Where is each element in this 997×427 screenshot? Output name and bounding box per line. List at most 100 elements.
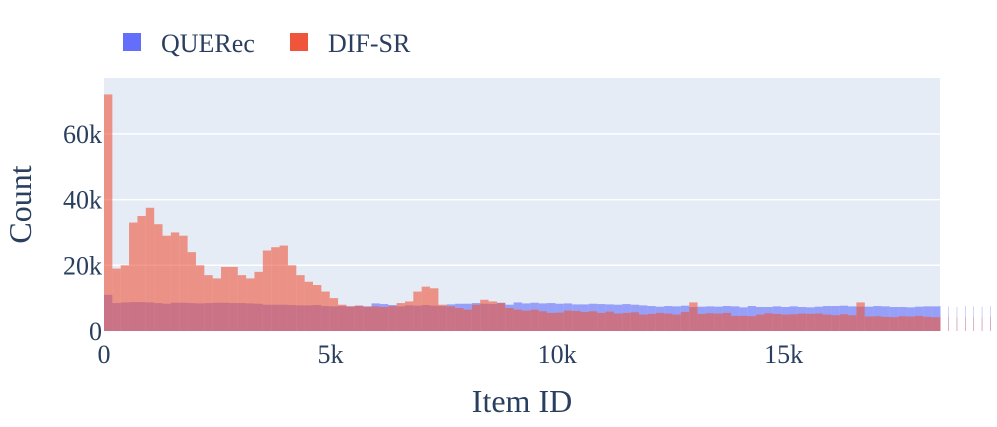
- histogram-bar: [513, 309, 522, 331]
- histogram-bar: [889, 317, 899, 331]
- histogram-bar: [204, 275, 213, 331]
- histogram-bar: [212, 278, 222, 331]
- histogram-bar: [145, 207, 155, 331]
- histogram-bar: [321, 291, 330, 331]
- histogram-bar: [923, 316, 932, 331]
- histogram-bar: [981, 317, 983, 331]
- histogram-bar: [881, 316, 890, 331]
- histogram-bar: [488, 301, 497, 331]
- histogram-bar: [630, 312, 640, 331]
- histogram-bar: [914, 315, 924, 331]
- histogram-bar: [588, 311, 598, 331]
- x-tick-label: 15k: [764, 340, 803, 369]
- histogram-bar: [438, 304, 447, 331]
- histogram-bar: [756, 314, 765, 331]
- histogram-bar: [463, 309, 472, 331]
- histogram-bar: [430, 288, 439, 331]
- histogram-bar: [563, 310, 573, 331]
- histogram-bar: [371, 306, 380, 331]
- histogram-bar: [221, 266, 230, 331]
- histogram-bar: [597, 312, 606, 331]
- histogram-bar: [120, 265, 130, 331]
- histogram-bar: [940, 316, 941, 331]
- histogram-bar: [848, 315, 857, 331]
- histogram-bar: [346, 306, 355, 331]
- histogram-bar: [287, 265, 297, 331]
- histogram-bar: [329, 298, 339, 331]
- histogram-bar: [680, 311, 690, 331]
- histogram-bar: [179, 235, 188, 331]
- histogram-bar: [396, 303, 405, 331]
- histogram-bar: [797, 313, 807, 331]
- y-tick-label: 0: [89, 317, 102, 346]
- histogram-bar: [948, 316, 949, 331]
- histogram-bar: [104, 94, 113, 331]
- histogram-bar: [864, 316, 874, 331]
- histogram-bar: [162, 235, 171, 331]
- histogram-bar: [137, 216, 146, 331]
- histogram-bar: [480, 299, 489, 331]
- histogram-bar: [605, 311, 614, 331]
- histogram-bar: [931, 317, 940, 331]
- histogram-bar: [471, 304, 481, 331]
- histogram-bar: [530, 309, 539, 331]
- histogram-bar: [898, 316, 907, 331]
- histogram-bar: [338, 304, 347, 331]
- y-tick-label: 60k: [63, 120, 102, 149]
- histogram-bar: [806, 313, 815, 331]
- histogram-bar: [112, 268, 121, 331]
- histogram-bar: [639, 314, 648, 331]
- legend-label: DIF-SR: [328, 29, 411, 58]
- y-tick-label: 40k: [63, 186, 102, 215]
- histogram-bar: [555, 312, 564, 331]
- legend-item[interactable]: DIF-SR: [290, 29, 411, 58]
- y-axis-title: Count: [2, 165, 38, 243]
- histogram-bar: [906, 316, 915, 331]
- histogram-bar: [547, 312, 556, 331]
- histogram-bar: [446, 306, 456, 331]
- histogram-bar: [522, 310, 531, 331]
- histogram-bar: [873, 316, 882, 331]
- histogram-bar: [154, 224, 163, 331]
- histogram-bar: [237, 275, 247, 331]
- histogram-bar: [363, 306, 372, 331]
- histogram-bar: [572, 310, 581, 331]
- histogram-bar: [714, 313, 723, 331]
- histogram-bar: [672, 314, 681, 331]
- histogram-bar: [647, 313, 656, 331]
- histogram-bar: [772, 313, 782, 331]
- legend-swatch: [290, 33, 308, 51]
- histogram-bar: [839, 314, 849, 331]
- y-gridlines: [104, 133, 940, 267]
- x-axis-title: Item ID: [472, 383, 572, 419]
- histogram-bar: [731, 315, 740, 331]
- histogram-bar: [279, 245, 288, 331]
- histogram-bar: [413, 291, 422, 331]
- legend-swatch: [123, 33, 141, 51]
- legend[interactable]: QUERec DIF-SR: [123, 29, 411, 58]
- histogram-bar: [170, 232, 180, 331]
- histogram-bar: [990, 316, 991, 331]
- histogram-bar: [388, 306, 397, 331]
- histogram-bar: [455, 308, 464, 331]
- histogram-bar: [764, 313, 773, 331]
- legend-item[interactable]: QUERec: [123, 29, 255, 58]
- histogram-bars: [104, 94, 991, 331]
- histogram-bar: [129, 222, 138, 331]
- histogram-bar: [664, 313, 673, 331]
- histogram-bar: [689, 302, 698, 331]
- histogram-bar: [296, 275, 305, 331]
- x-axis-ticks: 0 5k 10k 15k: [98, 340, 804, 369]
- histogram-bar: [973, 316, 974, 331]
- histogram-bar: [421, 286, 431, 331]
- histogram-bar: [379, 307, 389, 331]
- histogram-bar: [246, 278, 255, 331]
- series-dif-sr: [104, 94, 991, 331]
- histogram-bar: [538, 311, 548, 331]
- y-tick-label: 20k: [63, 251, 102, 280]
- histogram-bar: [697, 313, 706, 331]
- histogram-bar: [965, 317, 966, 331]
- histogram-bar: [789, 314, 798, 331]
- histogram-bar: [271, 247, 280, 331]
